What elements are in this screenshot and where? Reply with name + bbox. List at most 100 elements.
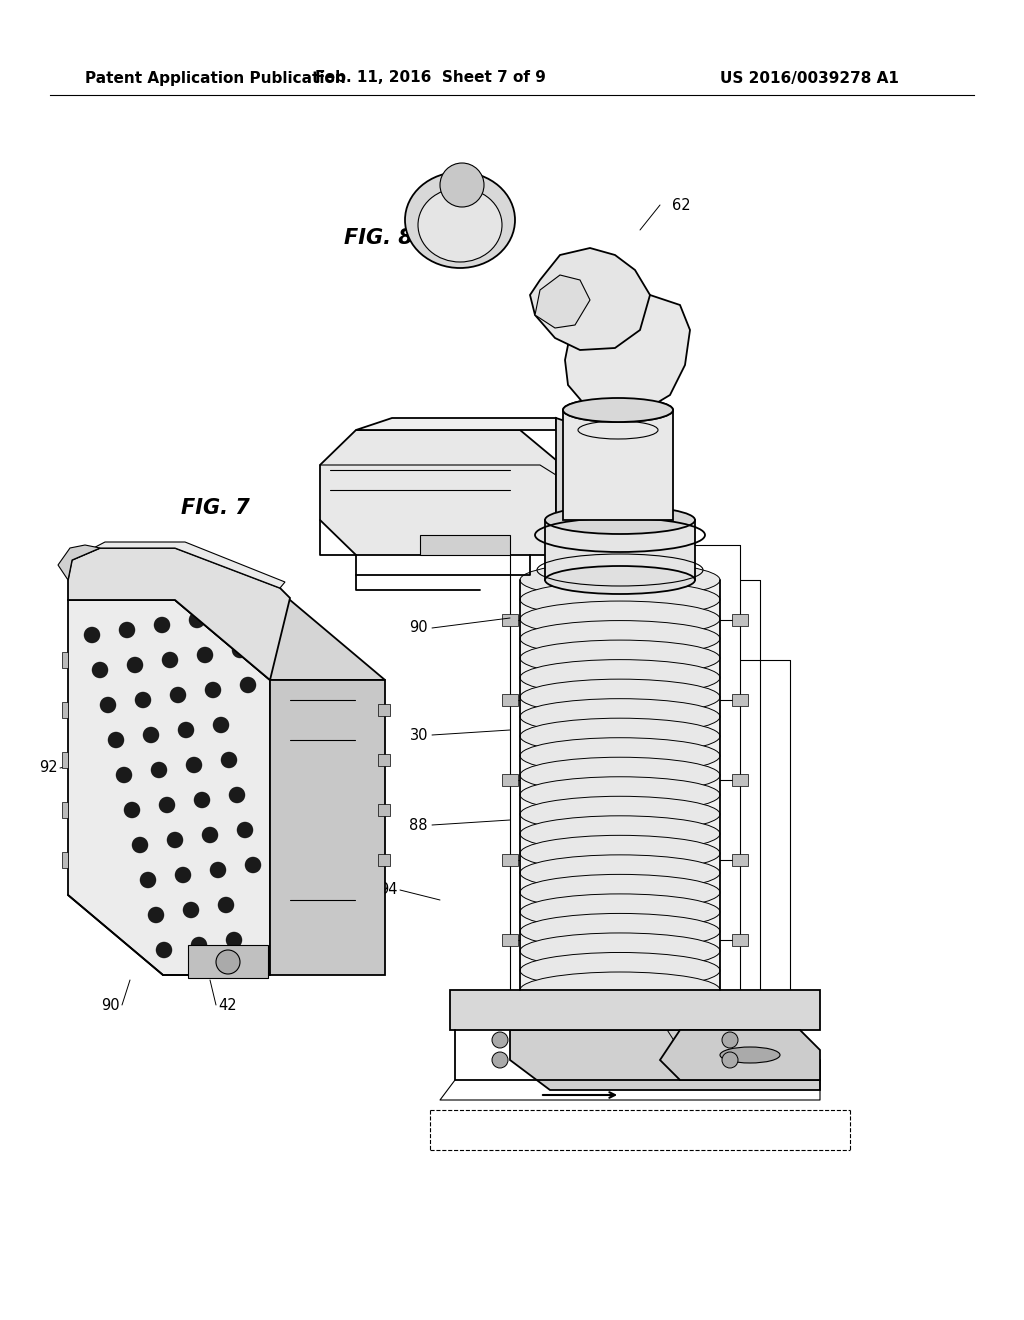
Polygon shape bbox=[732, 774, 748, 785]
Ellipse shape bbox=[520, 836, 720, 871]
Polygon shape bbox=[270, 680, 385, 975]
Polygon shape bbox=[732, 694, 748, 706]
Circle shape bbox=[162, 652, 178, 668]
Text: FIG. 8: FIG. 8 bbox=[344, 228, 413, 248]
Circle shape bbox=[151, 762, 167, 777]
Circle shape bbox=[119, 622, 135, 638]
Circle shape bbox=[189, 612, 205, 628]
Polygon shape bbox=[68, 548, 290, 680]
Circle shape bbox=[124, 803, 140, 818]
Ellipse shape bbox=[520, 698, 720, 735]
Circle shape bbox=[240, 677, 256, 693]
Polygon shape bbox=[732, 854, 748, 866]
Polygon shape bbox=[556, 418, 592, 554]
Circle shape bbox=[232, 642, 248, 657]
Ellipse shape bbox=[520, 601, 720, 638]
Polygon shape bbox=[732, 935, 748, 946]
Circle shape bbox=[440, 162, 484, 207]
Ellipse shape bbox=[720, 1047, 780, 1063]
Text: 94: 94 bbox=[280, 610, 299, 626]
Circle shape bbox=[216, 950, 240, 974]
Circle shape bbox=[156, 942, 172, 958]
Circle shape bbox=[170, 686, 186, 704]
Text: 90: 90 bbox=[410, 620, 428, 635]
Circle shape bbox=[194, 792, 210, 808]
Polygon shape bbox=[502, 854, 518, 866]
Circle shape bbox=[100, 697, 116, 713]
Circle shape bbox=[108, 733, 124, 748]
Ellipse shape bbox=[520, 562, 720, 598]
Circle shape bbox=[92, 663, 108, 678]
Text: Patent Application Publication: Patent Application Publication bbox=[85, 70, 346, 86]
Circle shape bbox=[148, 907, 164, 923]
Text: 42: 42 bbox=[218, 998, 237, 1012]
Polygon shape bbox=[378, 854, 390, 866]
Circle shape bbox=[210, 862, 226, 878]
Text: 96: 96 bbox=[650, 993, 669, 1007]
Ellipse shape bbox=[563, 399, 673, 422]
Circle shape bbox=[229, 787, 245, 803]
Circle shape bbox=[492, 1052, 508, 1068]
Text: 90: 90 bbox=[101, 998, 120, 1012]
Polygon shape bbox=[545, 520, 695, 579]
Ellipse shape bbox=[563, 399, 673, 422]
Circle shape bbox=[224, 607, 240, 623]
Polygon shape bbox=[530, 248, 650, 350]
Circle shape bbox=[722, 1052, 738, 1068]
Circle shape bbox=[84, 627, 100, 643]
Ellipse shape bbox=[520, 718, 720, 754]
Circle shape bbox=[140, 873, 156, 888]
Ellipse shape bbox=[520, 972, 720, 1008]
Ellipse shape bbox=[520, 582, 720, 618]
Ellipse shape bbox=[520, 894, 720, 929]
Circle shape bbox=[116, 767, 132, 783]
Polygon shape bbox=[535, 275, 590, 327]
Polygon shape bbox=[732, 614, 748, 626]
Ellipse shape bbox=[520, 953, 720, 989]
Circle shape bbox=[183, 902, 199, 917]
Circle shape bbox=[135, 692, 151, 708]
Polygon shape bbox=[356, 418, 556, 430]
Circle shape bbox=[492, 1032, 508, 1048]
Circle shape bbox=[178, 722, 194, 738]
Text: US 2016/0039278 A1: US 2016/0039278 A1 bbox=[720, 70, 899, 86]
Circle shape bbox=[167, 832, 183, 847]
Polygon shape bbox=[565, 294, 690, 414]
Polygon shape bbox=[58, 545, 100, 579]
Ellipse shape bbox=[520, 796, 720, 833]
Circle shape bbox=[191, 937, 207, 953]
Ellipse shape bbox=[520, 758, 720, 793]
Circle shape bbox=[154, 616, 170, 634]
Polygon shape bbox=[502, 935, 518, 946]
Text: 62: 62 bbox=[672, 198, 690, 213]
Polygon shape bbox=[378, 704, 390, 715]
Text: FIG. 7: FIG. 7 bbox=[180, 498, 250, 517]
Polygon shape bbox=[62, 702, 68, 718]
Circle shape bbox=[175, 867, 191, 883]
Ellipse shape bbox=[520, 816, 720, 851]
Circle shape bbox=[205, 682, 221, 698]
Polygon shape bbox=[502, 614, 518, 626]
Ellipse shape bbox=[520, 913, 720, 949]
Polygon shape bbox=[62, 652, 68, 668]
Polygon shape bbox=[502, 774, 518, 785]
Polygon shape bbox=[62, 752, 68, 768]
Ellipse shape bbox=[418, 187, 502, 261]
Circle shape bbox=[202, 828, 218, 843]
Polygon shape bbox=[378, 804, 390, 816]
Circle shape bbox=[218, 898, 234, 913]
Ellipse shape bbox=[406, 172, 515, 268]
Ellipse shape bbox=[545, 506, 695, 535]
Text: 88: 88 bbox=[410, 817, 428, 833]
Circle shape bbox=[197, 647, 213, 663]
Ellipse shape bbox=[520, 620, 720, 656]
Ellipse shape bbox=[520, 640, 720, 676]
Ellipse shape bbox=[520, 680, 720, 715]
Circle shape bbox=[127, 657, 143, 673]
Ellipse shape bbox=[520, 855, 720, 891]
Circle shape bbox=[132, 837, 148, 853]
Polygon shape bbox=[175, 601, 385, 680]
Polygon shape bbox=[520, 579, 720, 990]
Polygon shape bbox=[188, 945, 268, 978]
Ellipse shape bbox=[520, 933, 720, 969]
